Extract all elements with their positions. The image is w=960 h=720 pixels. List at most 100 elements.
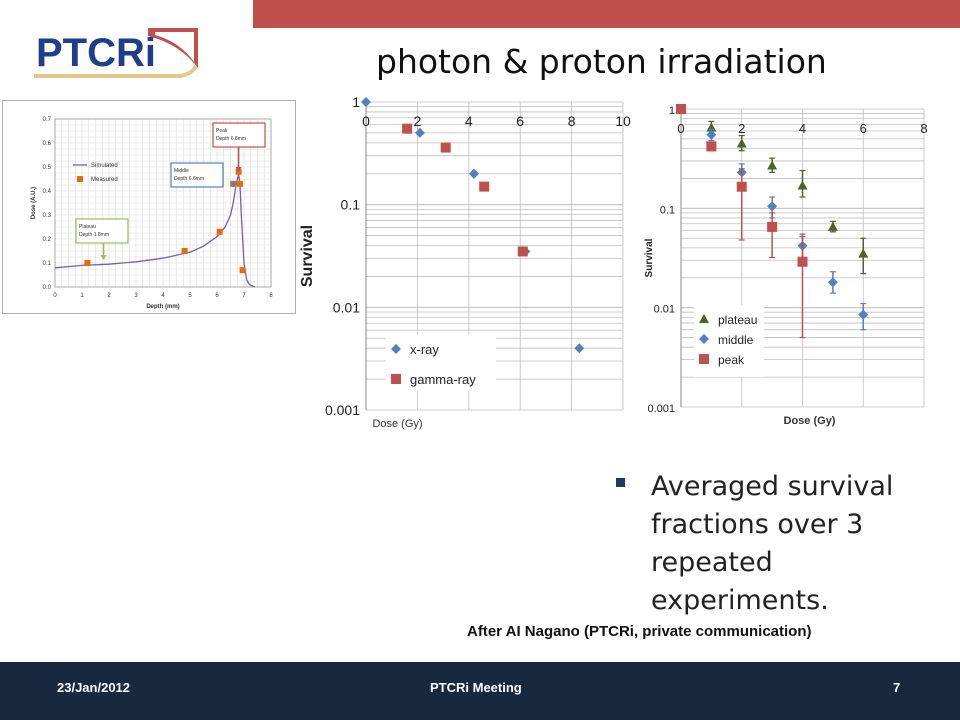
y-tick-label: 0.01: [333, 299, 360, 315]
peak-point: [676, 104, 686, 114]
measured-point: [216, 228, 223, 235]
x-tick-label: 0: [677, 121, 684, 136]
annotation-depth: Depth 6.8mm: [216, 136, 246, 142]
peak-point: [706, 141, 717, 152]
annotation-arrowhead: [235, 167, 242, 172]
legend-measured-label: Measured: [91, 177, 118, 183]
annotation-box: [75, 218, 129, 244]
measured-point: [236, 180, 243, 187]
legend-simulated-label: Simulated: [91, 163, 118, 169]
bullet-square-icon: [616, 478, 625, 487]
y-axis-label: Survival: [644, 238, 655, 277]
x-tick-label: 2: [414, 113, 422, 129]
footer-date: 23/Jan/2012: [57, 680, 131, 695]
legend-label: gamma-ray: [410, 372, 476, 387]
x-tick-label: 4: [799, 121, 806, 136]
gamma-ray-point: [402, 123, 413, 134]
legend-swatch: [699, 334, 709, 344]
plateau-point: [858, 248, 869, 258]
measured-point: [239, 267, 246, 274]
x-tick-label: 4: [465, 113, 473, 129]
bullet-point: Averaged survival fractions over 3 repea…: [616, 468, 956, 620]
page-number: 7: [893, 680, 901, 695]
y-axis-label: Dose (A.U.): [31, 187, 37, 219]
legend-swatch: [699, 314, 709, 323]
depth-dose-chart: 0 1 2 3 4 5 6 7 8 0.0 0.1 0.2 0.3 0.4 0.5 0.6 0.7 Depth (…: [2, 100, 296, 314]
footer-title: PTCRi Meeting: [430, 680, 522, 695]
legend-measured-swatch: [77, 176, 83, 182]
x-ray-point: [361, 97, 371, 107]
plateau-point: [797, 180, 808, 190]
middle-point: [827, 277, 838, 288]
plateau-point: [736, 138, 747, 148]
measured-point: [181, 248, 188, 254]
x-tick-label: 8: [269, 293, 273, 299]
x-axis-label: Dose (Gy): [372, 418, 422, 430]
middle-point: [767, 201, 778, 212]
footer-bar: 23/Jan/2012 PTCRi Meeting 7: [0, 662, 960, 720]
gamma-ray-point: [479, 181, 490, 192]
gamma-ray-point: [517, 246, 528, 257]
slide-title: photon & proton irradiation: [376, 42, 827, 81]
x-axis-label: Depth (mm): [146, 304, 179, 310]
middle-point: [706, 129, 717, 140]
annotation-title: Peak: [216, 128, 228, 134]
y-tick-label: 0.01: [654, 304, 675, 316]
x-axis-label: Dose (Gy): [784, 415, 836, 427]
annotation-box: [170, 162, 224, 188]
gamma-ray-point: [440, 142, 451, 153]
legend-label: peak: [718, 353, 745, 367]
y-tick-label: 0.001: [325, 402, 360, 418]
annotation-arrowhead: [100, 255, 107, 260]
bullet-text: Averaged survival fractions over 3 repea…: [651, 471, 894, 616]
plateau-point: [767, 160, 778, 170]
x-tick-label: 6: [860, 121, 867, 136]
x-tick-label: 4: [161, 293, 165, 299]
annotation-depth: Depth 1.8mm: [79, 232, 109, 238]
y-tick-label: 0.3: [43, 213, 52, 219]
y-tick-label: 0.5: [43, 165, 52, 171]
y-axis-label: Survival: [299, 225, 316, 287]
x-tick-label: 10: [615, 113, 631, 129]
measured-point: [84, 260, 91, 266]
y-tick-label: 0.1: [341, 197, 361, 213]
y-tick-label: 0.1: [43, 261, 52, 267]
y-tick-label: 0.4: [43, 189, 52, 195]
legend-label: middle: [718, 333, 754, 347]
x-ray-point: [468, 168, 479, 179]
peak-point: [767, 221, 778, 232]
x-tick-label: 3: [134, 293, 138, 299]
annotation-title: Plateau: [79, 224, 96, 230]
x-ray-point: [574, 343, 585, 354]
annotation-depth: Depth 6.6mm: [174, 176, 204, 182]
legend-swatch: [391, 374, 401, 384]
x-tick-label: 0: [53, 293, 57, 299]
x-tick-label: 7: [242, 293, 246, 299]
legend-label: plateau: [718, 313, 757, 327]
annotation-title: Middle: [174, 168, 189, 174]
legend-label: x-ray: [410, 342, 439, 357]
x-tick-label: 5: [188, 293, 192, 299]
ptcri-logo: PTCRi: [30, 22, 200, 84]
x-tick-label: 1: [80, 293, 84, 299]
top-accent-bar: [253, 0, 960, 28]
x-tick-label: 2: [738, 121, 745, 136]
legend-swatch: [699, 354, 709, 364]
peak-point: [797, 256, 808, 267]
proton-survival-chart: 0 2 4 6 8 1 0.1 0.01 0.001 Dose (Gy) Survival plate…: [632, 92, 944, 430]
x-tick-label: 8: [920, 121, 927, 136]
middle-point: [858, 309, 869, 320]
x-tick-label: 0: [362, 113, 370, 129]
svg-text:PTCRi: PTCRi: [36, 31, 156, 75]
legend-swatch: [391, 344, 401, 354]
peak-point: [736, 181, 747, 192]
y-tick-label: 0.2: [43, 237, 52, 243]
annotation-arrowhead: [230, 182, 237, 187]
y-tick-label: 0.7: [43, 117, 52, 123]
y-tick-label: 0.0: [43, 285, 52, 291]
x-ray-point: [414, 127, 425, 138]
x-tick-label: 8: [568, 113, 576, 129]
legend-box: [386, 335, 496, 391]
plateau-point: [827, 221, 838, 231]
y-tick-label: 0.1: [660, 204, 675, 216]
